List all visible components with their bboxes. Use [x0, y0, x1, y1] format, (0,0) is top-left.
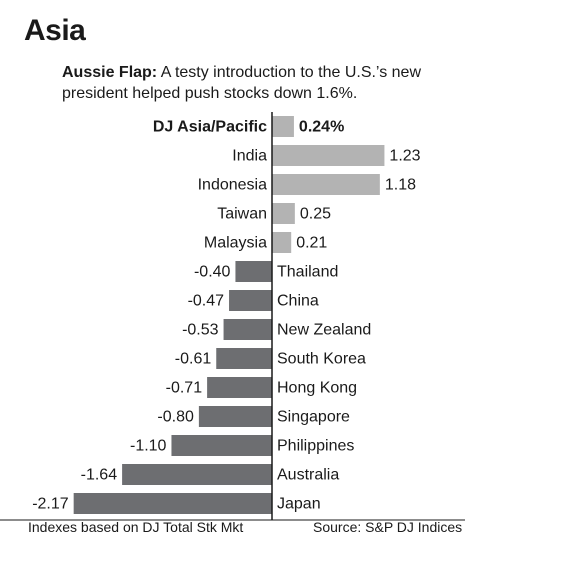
bar-new-zealand: [223, 319, 272, 340]
category-label: New Zealand: [277, 322, 371, 339]
value-label: -0.40: [194, 264, 231, 281]
bar-australia: [122, 464, 272, 485]
chart-source: Source: S&P DJ Indices: [313, 519, 463, 535]
value-label: -1.10: [130, 438, 167, 455]
category-label: Japan: [277, 496, 321, 513]
category-label: China: [277, 293, 319, 310]
chart-headline: Aussie Flap: A testy introduction to the…: [62, 62, 482, 104]
chart-footnote: Indexes based on DJ Total Stk Mkt: [28, 519, 244, 535]
value-label: 1.23: [389, 148, 420, 165]
value-label: -0.61: [175, 351, 212, 368]
bar-indonesia: [272, 174, 380, 195]
bar-thailand: [235, 261, 272, 282]
value-label: 0.25: [300, 206, 331, 223]
category-label: India: [232, 148, 267, 165]
category-label: South Korea: [277, 351, 366, 368]
bar-philippines: [171, 435, 272, 456]
value-label: -2.17: [32, 496, 69, 513]
category-label: Thailand: [277, 264, 338, 281]
value-label: -0.71: [166, 380, 203, 397]
bar-malaysia: [272, 232, 292, 253]
bar-singapore: [198, 406, 272, 427]
category-label: DJ Asia/Pacific: [153, 119, 267, 136]
value-label: -0.80: [157, 409, 194, 426]
bar-south-korea: [216, 348, 272, 369]
bar-dj-asia-pacific: [272, 116, 294, 137]
value-label: 0.21: [296, 235, 327, 252]
headline-lead: Aussie Flap:: [62, 64, 158, 81]
section-title: Asia: [24, 14, 86, 47]
value-label: -1.64: [81, 467, 118, 484]
bar-japan: [73, 493, 272, 514]
category-label: Hong Kong: [277, 380, 357, 397]
bar-china: [229, 290, 272, 311]
value-label: 0.24%: [299, 119, 344, 136]
category-label: Philippines: [277, 438, 354, 455]
category-label: Taiwan: [217, 206, 267, 223]
value-label: 1.18: [385, 177, 416, 194]
category-label: Singapore: [277, 409, 350, 426]
bar-taiwan: [272, 203, 295, 224]
bar-hong-kong: [207, 377, 272, 398]
category-label: Indonesia: [198, 177, 267, 194]
headline-text: A testy introduction to the U.S.’s new p…: [62, 64, 421, 102]
value-label: -0.53: [182, 322, 219, 339]
category-label: Australia: [277, 467, 339, 484]
value-label: -0.47: [188, 293, 225, 310]
category-label: Malaysia: [204, 235, 267, 252]
bar-india: [272, 145, 385, 166]
